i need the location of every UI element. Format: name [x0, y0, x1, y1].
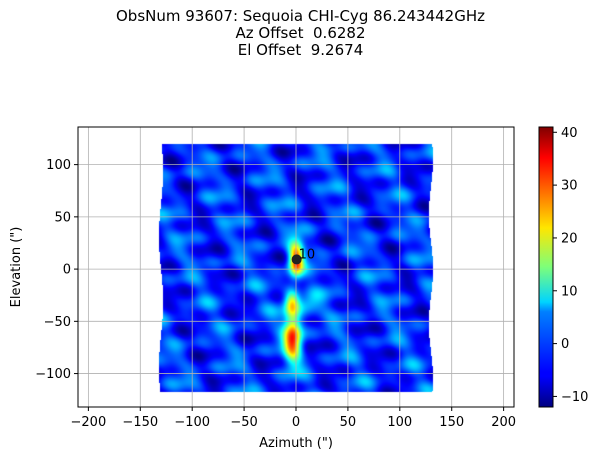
title-line-3: El Offset 9.2674: [237, 41, 364, 59]
x-tick-label: 150: [439, 415, 464, 430]
x-tick-label: 0: [292, 415, 300, 430]
colorbar-tick-label: 30: [561, 179, 578, 194]
y-tick-label: 100: [46, 158, 71, 173]
colorbar-tick-label: 0: [561, 337, 569, 352]
colorbar-tick-label: 40: [561, 126, 578, 141]
x-tick-label: −100: [174, 415, 210, 430]
colorbar-tick-label: 10: [561, 284, 578, 299]
chart-title: ObsNum 93607: Sequoia CHI-Cyg 86.243442G…: [0, 8, 601, 59]
title-line-1: ObsNum 93607: Sequoia CHI-Cyg 86.243442G…: [116, 7, 485, 25]
colorbar-tick-label: 20: [561, 231, 578, 246]
title-line-2: Az Offset 0.6282: [235, 24, 366, 42]
x-tick-label: −200: [71, 415, 107, 430]
y-tick-label: 0: [63, 263, 71, 278]
x-axis: −200 −150 −100 −50 0 50 100 150 200: [71, 407, 516, 430]
y-tick-label: −100: [35, 367, 71, 382]
x-tick-label: 100: [387, 415, 412, 430]
y-axis: −100 −50 0 50 100: [35, 158, 78, 382]
grid: [78, 127, 514, 407]
x-tick-label: 50: [340, 415, 357, 430]
colorbar-ticks: −10 0 10 20 30 40: [553, 126, 588, 405]
source-marker: [291, 254, 302, 265]
y-axis-label: Elevation ("): [9, 227, 24, 308]
plot-area: 10: [77, 126, 515, 408]
marker-label: 10: [299, 247, 316, 262]
colorbar: −10 0 10 20 30 40: [538, 126, 588, 408]
source-marker-group: 10: [291, 247, 316, 265]
y-tick-label: 50: [54, 210, 71, 225]
colorbar-gradient: [538, 126, 554, 408]
x-tick-label: −50: [230, 415, 257, 430]
x-tick-label: −150: [122, 415, 158, 430]
colorbar-tick-label: −10: [561, 390, 588, 405]
y-tick-label: −50: [44, 315, 71, 330]
x-axis-label: Azimuth ("): [259, 436, 333, 451]
x-tick-label: 200: [491, 415, 516, 430]
